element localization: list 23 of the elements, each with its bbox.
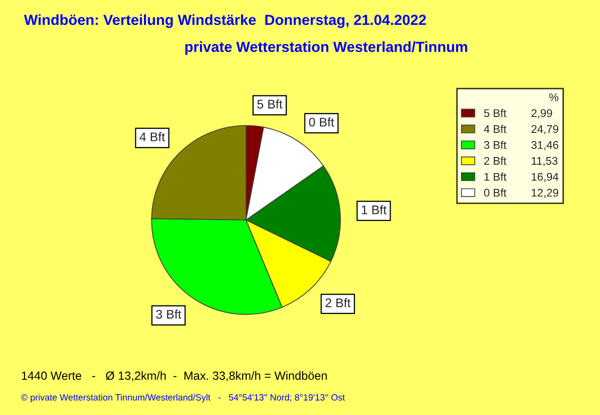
data-label: 24,79 (532, 125, 558, 134)
slice-label: 2 Bft (326, 298, 351, 308)
data-label: 31,46 (531, 141, 558, 150)
slice-label: 5 Bft (257, 99, 282, 109)
slice-label: 4 Bft (140, 132, 165, 142)
data-label: 16,94 (532, 172, 558, 182)
legend-label: 0 Bft (484, 188, 506, 197)
chart-subtitle: private Wetterstation Westerland/Tinnum (185, 41, 468, 55)
text: 1440 Werte - Ø 13,2km/h - Max. 33,8km/h = Windböen (22, 371, 327, 382)
data-label: 12,29 (532, 188, 558, 198)
chart-title: Windböen: Verteilung Windstärke Donnerstag, 21.04.2022 (24, 14, 426, 28)
slice-label: 0 Bft (309, 117, 334, 127)
legend-label: 3 Bft (484, 140, 506, 149)
slice-label: 1 Bft (362, 205, 386, 214)
legend-label: 4 Bft (484, 124, 506, 133)
legend-title: % (549, 93, 558, 102)
legend-label: 5 Bft (484, 108, 506, 118)
legend-label: 1 Bft (484, 172, 506, 181)
text: © private Wetterstation Tinnum/Westerland/Sylt - 54°54'13'' Nord; 8°19'13'' Ost (21, 394, 345, 402)
legend-label: 2 Bft (484, 156, 506, 165)
data-label: 2,99 (532, 109, 552, 118)
slice-label: 3 Bft (156, 310, 182, 319)
data-label: 11,53 (532, 156, 558, 166)
